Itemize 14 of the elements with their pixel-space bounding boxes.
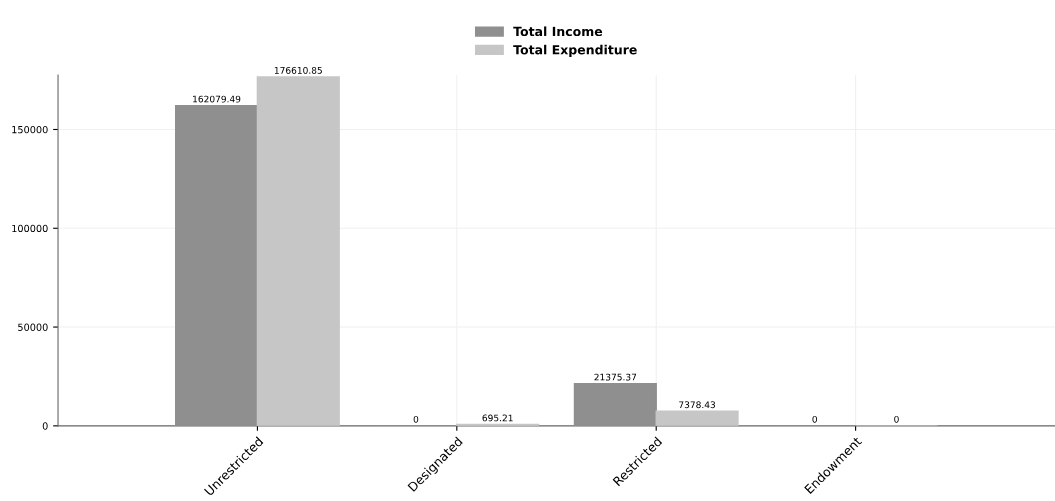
y-tick-label: 150000 — [12, 125, 48, 134]
data-label: 0 — [812, 415, 817, 423]
data-label: 162079.49 — [193, 95, 241, 103]
data-label: 7378.43 — [679, 401, 716, 409]
legend-label: Total Income — [513, 26, 603, 37]
data-label: 21375.37 — [594, 373, 637, 381]
data-label: 176610.85 — [274, 66, 322, 74]
y-tick-label: 50000 — [18, 323, 48, 331]
y-tick-label: 100000 — [12, 224, 48, 233]
legend-label: Total Expenditure — [513, 44, 637, 57]
data-label: 695.21 — [482, 414, 513, 422]
y-tick-label: 0 — [42, 422, 48, 430]
data-label: 0 — [894, 415, 899, 423]
data-label: 0 — [413, 415, 419, 423]
